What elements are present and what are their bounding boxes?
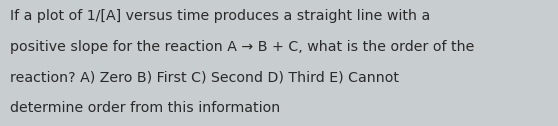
- Text: determine order from this information: determine order from this information: [10, 101, 280, 115]
- Text: reaction? A) Zero B) First C) Second D) Third E) Cannot: reaction? A) Zero B) First C) Second D) …: [10, 71, 399, 85]
- Text: positive slope for the reaction A → B + C, what is the order of the: positive slope for the reaction A → B + …: [10, 40, 474, 54]
- Text: If a plot of 1/[A] versus time produces a straight line with a: If a plot of 1/[A] versus time produces …: [10, 9, 430, 23]
